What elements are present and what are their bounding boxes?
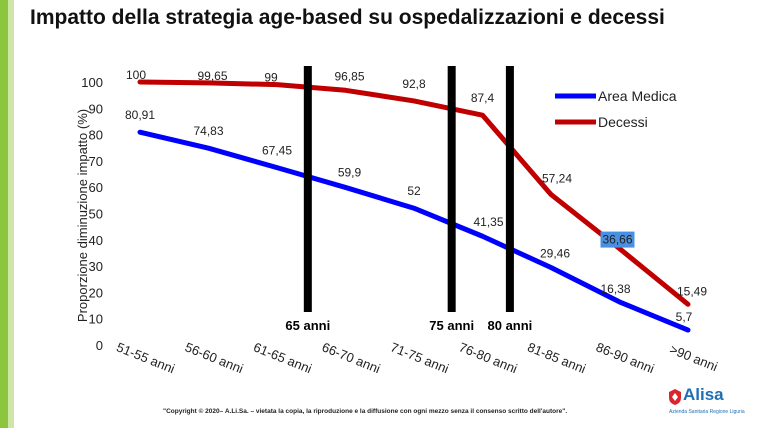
x-tick-label: 56-60 anni	[183, 339, 246, 376]
y-tick-label: 0	[96, 338, 103, 353]
x-tick-label: 86-90 anni	[594, 339, 657, 376]
data-label: 100	[126, 68, 146, 82]
data-label: 5,7	[676, 310, 693, 324]
y-tick-label: 40	[89, 233, 103, 248]
page-title: Impatto della strategia age-based su osp…	[30, 6, 665, 29]
x-tick-label: >90 anni	[668, 341, 720, 374]
y-tick-label: 90	[89, 101, 103, 116]
data-label: 57,24	[542, 171, 572, 185]
copyright-footer: "Copyright © 2020– A.Li.Sa. – vietata la…	[163, 408, 568, 415]
line-chart: 0 10 20 30 40 50 60 70 80 90 100 Proporzione diminu…	[75, 66, 720, 376]
data-label: 59,9	[338, 165, 362, 179]
side-accent-bar	[0, 0, 8, 428]
y-tick-label: 10	[89, 312, 103, 327]
threshold-label: 65 anni	[285, 318, 330, 333]
threshold-line	[505, 66, 514, 312]
y-tick-label: 70	[89, 154, 103, 169]
threshold-label: 75 anni	[429, 318, 474, 333]
data-label: 52	[407, 184, 421, 198]
series-line-decessi	[137, 79, 691, 307]
logo-mark-icon	[669, 389, 681, 405]
x-tick-label: 71-75 anni	[388, 339, 451, 376]
data-label: 99,65	[197, 69, 227, 83]
series-line-area-medica	[137, 129, 691, 333]
x-tick-label: 76-80 anni	[457, 339, 520, 376]
data-label: 87,4	[471, 91, 495, 105]
y-tick-label: 30	[89, 259, 103, 274]
x-tick-label: 66-70 anni	[320, 339, 383, 376]
data-label: 67,45	[262, 144, 292, 158]
threshold-line	[447, 66, 456, 312]
legend-label: Decessi	[598, 114, 648, 130]
data-label: 41,35	[473, 215, 503, 229]
logo-name: Alisa	[683, 385, 724, 404]
y-tick-label: 20	[89, 285, 103, 300]
side-accent-bar-light	[8, 0, 14, 428]
x-tick-label: 51-55 anni	[114, 339, 177, 376]
data-label: 96,85	[334, 69, 364, 83]
y-tick-label: 50	[89, 207, 103, 222]
data-label: 74,83	[193, 124, 223, 138]
x-tick-label: 61-65 anni	[251, 339, 314, 376]
y-tick-label: 60	[89, 180, 103, 195]
logo-subtitle: Azienda Sanitaria Regione Liguria	[669, 409, 745, 415]
legend-label: Area Medica	[598, 88, 677, 104]
x-tick-label: 81-85 anni	[525, 339, 588, 376]
threshold-label: 80 anni	[488, 318, 533, 333]
data-label: 99	[264, 71, 278, 85]
y-tick-label: 100	[81, 75, 103, 90]
data-label: 16,38	[600, 282, 630, 296]
data-label: 15,49	[677, 284, 707, 298]
alisa-logo: Alisa Azienda Sanitaria Regione Liguria	[667, 385, 757, 423]
y-axis-title: Proporzione diminuzione impatto (%)	[75, 109, 90, 322]
data-label: 29,46	[540, 247, 570, 261]
threshold-line	[303, 66, 312, 312]
data-label: 92,8	[402, 77, 426, 91]
data-label-highlight	[600, 231, 635, 248]
data-label: 36,66	[602, 233, 632, 247]
y-tick-label: 80	[89, 128, 103, 143]
data-label: 80,91	[125, 108, 155, 122]
